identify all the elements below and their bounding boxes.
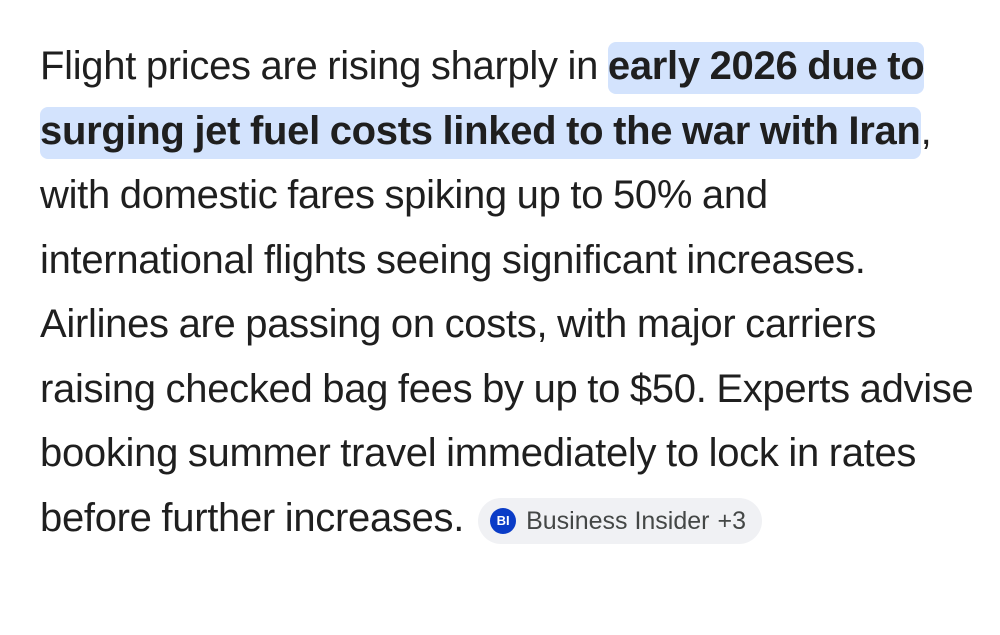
source-chip-label: Business Insider (526, 506, 710, 535)
answer-text-after: , with domestic fares spiking up to 50% … (40, 108, 974, 540)
business-insider-logo-icon: BI (490, 507, 517, 534)
source-chip[interactable]: BI Business Insider +3 (478, 497, 763, 544)
source-chip-count: +3 (717, 506, 747, 535)
answer-text-before: Flight prices are rising sharply in (40, 44, 608, 88)
ai-answer-paragraph: Flight prices are rising sharply in earl… (40, 34, 975, 550)
